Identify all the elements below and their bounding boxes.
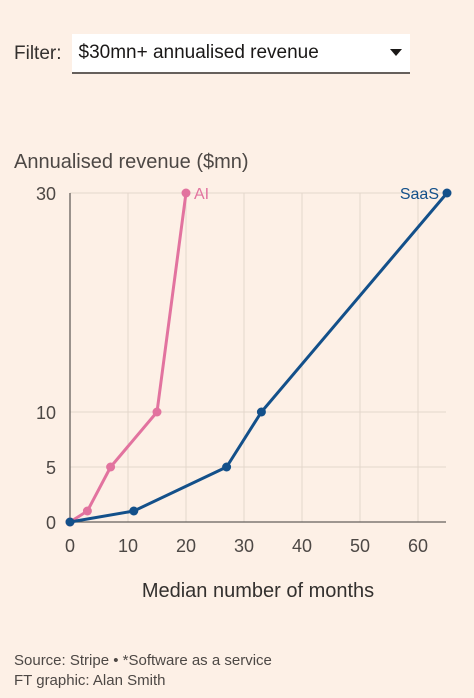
y-tick-label: 5 bbox=[46, 458, 56, 478]
filter-dropdown[interactable]: $30mn+ annualised revenue bbox=[71, 34, 410, 74]
x-tick-label: 10 bbox=[118, 536, 138, 556]
data-point-saas bbox=[129, 506, 139, 516]
data-point-saas bbox=[65, 517, 75, 527]
series-line-saas bbox=[69, 192, 449, 524]
data-point-ai bbox=[181, 188, 191, 198]
line-chart: 0 5 10 30 0 10 20 30 40 50 60 AI SaaS Median number… bbox=[36, 184, 452, 602]
data-point-ai bbox=[106, 462, 116, 472]
data-point-ai bbox=[152, 407, 162, 417]
source-note: Source: Stripe • *Software as a service bbox=[14, 652, 272, 669]
x-tick-label: 20 bbox=[176, 536, 196, 556]
footer: Source: Stripe • *Software as a service … bbox=[14, 651, 272, 691]
x-tick-label: 0 bbox=[65, 536, 75, 556]
series-label-ai: AI bbox=[194, 186, 209, 203]
x-tick-label: 40 bbox=[292, 536, 312, 556]
y-axis-title: Annualised revenue ($mn) bbox=[14, 151, 249, 173]
filter-selected-value: $30mn+ annualised revenue bbox=[78, 42, 319, 63]
y-tick-label: 10 bbox=[36, 403, 56, 423]
chevron-down-icon bbox=[389, 49, 402, 56]
filter-row: Filter: $30mn+ annualised revenue bbox=[14, 34, 410, 74]
y-tick-label: 30 bbox=[36, 184, 56, 204]
x-tick-label: 30 bbox=[234, 536, 254, 556]
data-point-saas bbox=[442, 188, 452, 198]
data-point-saas bbox=[222, 462, 232, 472]
x-tick-label: 60 bbox=[408, 536, 428, 556]
series-label-saas: SaaS bbox=[400, 186, 439, 203]
data-point-saas bbox=[256, 407, 266, 417]
gridlines bbox=[127, 193, 419, 522]
x-axis-title: Median number of months bbox=[142, 580, 374, 602]
tick-labels: 0 5 10 30 0 10 20 30 40 50 60 bbox=[36, 184, 428, 556]
data-point-ai bbox=[82, 506, 92, 516]
y-tick-label: 0 bbox=[46, 513, 56, 533]
graphic-credit: FT graphic: Alan Smith bbox=[14, 672, 166, 689]
axes bbox=[69, 192, 446, 523]
x-tick-label: 50 bbox=[350, 536, 370, 556]
series-lines: AI SaaS bbox=[65, 186, 452, 527]
filter-label: Filter: bbox=[14, 43, 62, 64]
